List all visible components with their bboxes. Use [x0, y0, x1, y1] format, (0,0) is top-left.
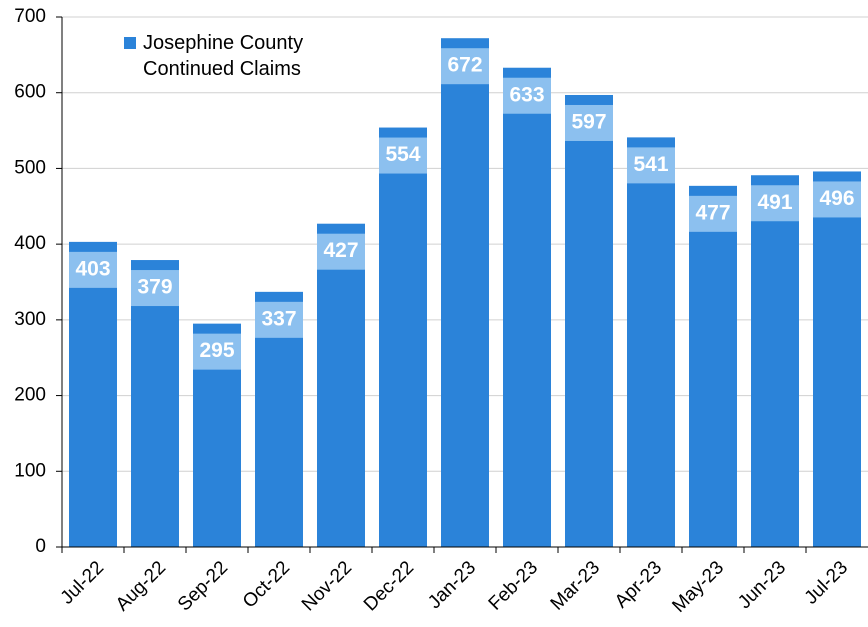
bar — [441, 38, 489, 547]
x-tick-label: Nov-22 — [298, 557, 356, 615]
x-tick-label: Aug-22 — [112, 557, 170, 615]
bar — [317, 223, 365, 547]
y-tick-label: 600 — [14, 82, 46, 103]
x-tick-label: Jul-22 — [57, 557, 108, 608]
value-label: 672 — [447, 54, 482, 77]
bar — [813, 171, 861, 547]
x-tick-label: Apr-23 — [611, 557, 666, 612]
value-label: 496 — [819, 187, 854, 210]
bar — [131, 260, 179, 547]
value-label-bg — [689, 195, 737, 232]
value-label-bg — [813, 181, 861, 218]
value-label-bg — [565, 104, 613, 141]
y-tick-label: 500 — [14, 157, 46, 178]
bar — [69, 241, 117, 547]
x-tick-label: Oct-22 — [239, 557, 294, 612]
bar — [379, 127, 427, 548]
bar — [627, 137, 675, 547]
bar — [503, 67, 551, 547]
bar — [751, 175, 799, 547]
value-label-bg — [503, 77, 551, 114]
value-label-bg — [627, 147, 675, 184]
value-label: 403 — [75, 257, 110, 280]
value-label: 477 — [695, 201, 730, 224]
x-tick-label: Feb-23 — [485, 557, 542, 614]
value-label: 295 — [199, 339, 234, 362]
value-label-bg — [751, 185, 799, 222]
value-label-bg — [379, 137, 427, 174]
x-tick-label: Jul-23 — [801, 557, 852, 608]
x-tick-label: Sep-22 — [174, 557, 232, 615]
x-tick-label: Mar-23 — [547, 557, 604, 614]
x-tick-label: Jan-23 — [424, 557, 480, 613]
legend-label: Josephine County Continued Claims — [143, 32, 304, 80]
value-label-bg — [193, 333, 241, 370]
bar — [565, 94, 613, 547]
value-label: 427 — [323, 239, 358, 262]
value-label: 554 — [385, 143, 420, 166]
value-label-bg — [69, 251, 117, 288]
value-label-bg — [255, 301, 303, 338]
value-label: 633 — [509, 83, 544, 106]
value-label: 491 — [757, 191, 792, 214]
value-label-bg — [131, 270, 179, 307]
legend-swatch — [124, 37, 136, 49]
y-tick-label: 400 — [14, 233, 46, 254]
value-label: 379 — [137, 276, 172, 299]
value-label-bg — [441, 48, 489, 85]
value-label: 541 — [633, 153, 668, 176]
y-tick-label: 700 — [14, 6, 46, 27]
y-tick-label: 100 — [14, 460, 46, 481]
x-tick-label: Dec-22 — [360, 557, 418, 615]
y-tick-label: 200 — [14, 385, 46, 406]
bar — [689, 185, 737, 548]
y-tick-label: 300 — [14, 309, 46, 330]
y-tick-label: 0 — [35, 536, 46, 557]
x-tick-label: Jun-23 — [734, 557, 790, 613]
value-label: 337 — [261, 307, 296, 330]
value-label: 597 — [571, 111, 606, 134]
legend: Josephine County Continued Claims — [124, 30, 334, 82]
value-label-bg — [317, 233, 365, 270]
x-tick-label: May-23 — [668, 557, 728, 617]
